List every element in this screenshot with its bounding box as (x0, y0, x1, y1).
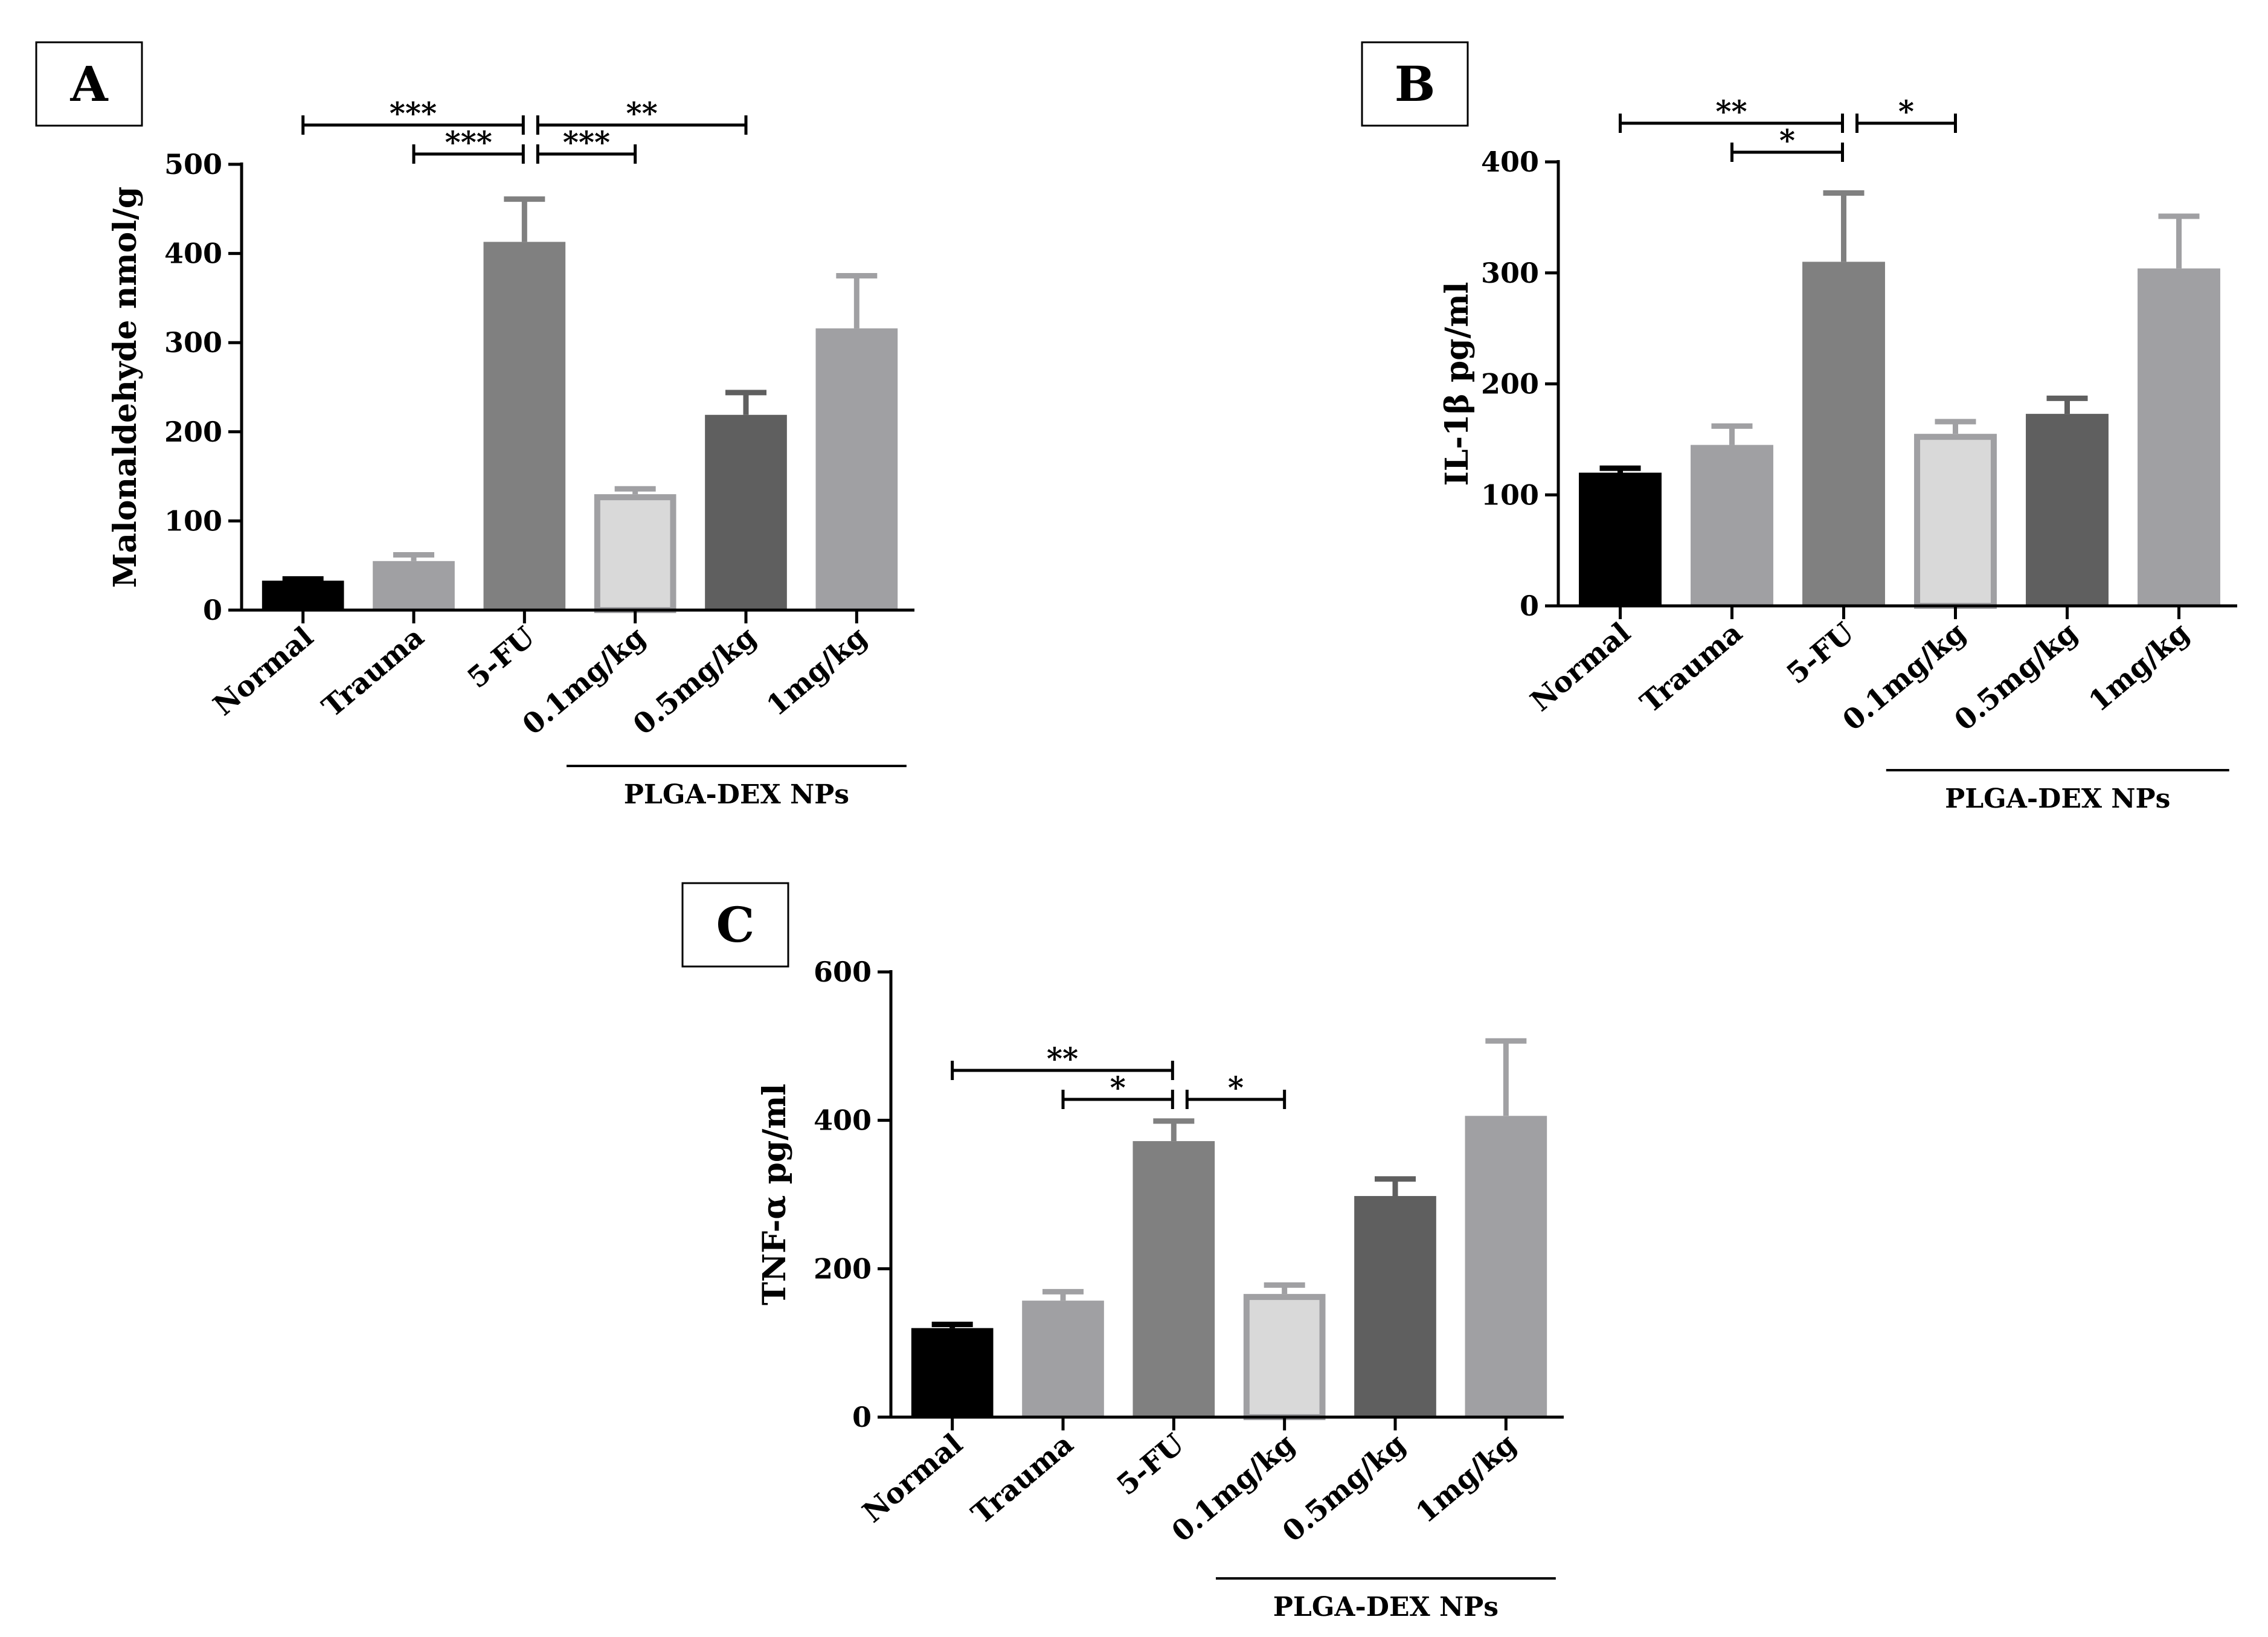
bar (2138, 268, 2220, 606)
x-tick-label: 0.1mg/kg (1166, 1427, 1302, 1549)
sig-stars: * (1110, 1070, 1126, 1105)
sig-stars: ** (1047, 1041, 1078, 1076)
sig-stars: * (1779, 123, 1795, 158)
y-tick-label: 300 (1481, 257, 1539, 289)
group-label: PLGA-DEX NPs (1945, 783, 2170, 814)
x-tick-label: Normal (856, 1427, 969, 1529)
x-tick-label: 1mg/kg (1410, 1427, 1523, 1529)
x-tick-label: Trauma (316, 620, 430, 724)
sig-stars: * (1228, 1070, 1244, 1105)
panel-label: C (716, 896, 755, 953)
panel-label-box (1361, 41, 1469, 127)
panel-A: A 0 100 200 300 400 500 Malonaldehyde nmol/g Nor… (35, 41, 914, 810)
sig-stars: *** (390, 95, 437, 131)
x-tick-label: 0.5mg/kg (1948, 616, 2084, 738)
bar (594, 494, 676, 613)
group-label: PLGA-DEX NPs (624, 779, 849, 810)
bar (911, 1328, 994, 1417)
x-tick-label: Normal (1524, 616, 1637, 718)
bar (1243, 1294, 1326, 1421)
sig-stars: ** (1715, 94, 1747, 129)
bar (705, 414, 787, 610)
y-tick-label: 0 (852, 1401, 872, 1433)
x-tick-label: Normal (207, 620, 320, 722)
y-tick-label: 600 (814, 956, 872, 988)
bar (1465, 1116, 1547, 1417)
bar (262, 581, 344, 610)
x-tick-label: Trauma (1634, 616, 1749, 719)
bar (373, 561, 455, 610)
y-tick-label: 300 (164, 326, 222, 359)
y-tick-label: 100 (164, 504, 222, 537)
sig-stars: * (1898, 94, 1914, 129)
bar (1691, 445, 1773, 606)
y-axis-label: Malonaldehyde nmol/g (107, 187, 144, 588)
bar (1354, 1195, 1436, 1417)
bar (1802, 262, 1885, 606)
x-tick-label: Trauma (965, 1427, 1079, 1531)
y-axis-label: IL-1β pg/ml (1439, 282, 1476, 486)
y-tick-label: 200 (164, 416, 222, 448)
y-axis-label: TNF-α pg/ml (756, 1084, 793, 1305)
bar (2026, 414, 2109, 606)
y-tick-label: 400 (164, 237, 222, 270)
bar (1579, 472, 1662, 606)
panel-label-box (35, 41, 143, 127)
y-tick-label: 200 (1481, 368, 1539, 400)
y-tick-label: 200 (814, 1252, 872, 1285)
bar (1914, 434, 1997, 609)
y-tick-label: 400 (1481, 146, 1539, 178)
panel-label: A (69, 56, 108, 112)
panel-label-box (681, 882, 789, 968)
x-tick-label: 5-FU (1781, 616, 1860, 690)
sig-stars: *** (563, 124, 610, 160)
bar (815, 328, 898, 610)
bar (483, 242, 566, 610)
sig-stars: ** (626, 95, 658, 131)
y-tick-label: 400 (814, 1104, 872, 1137)
x-tick-label: 0.1mg/kg (516, 620, 652, 742)
group-label: PLGA-DEX NPs (1273, 1592, 1499, 1623)
x-tick-label: 1mg/kg (2083, 616, 2196, 718)
x-tick-label: 1mg/kg (760, 620, 873, 722)
x-tick-label: 0.5mg/kg (1276, 1427, 1412, 1549)
y-tick-label: 0 (203, 594, 222, 626)
sig-stars: *** (445, 124, 492, 160)
x-tick-label: 5-FU (461, 620, 541, 695)
y-tick-label: 500 (164, 148, 222, 181)
y-tick-label: 0 (1520, 590, 1539, 622)
bar (1022, 1301, 1104, 1417)
bar (1132, 1141, 1215, 1417)
panel-label: B (1395, 56, 1436, 112)
x-tick-label: 0.1mg/kg (1837, 616, 1973, 738)
x-tick-label: 0.5mg/kg (627, 620, 763, 742)
y-tick-label: 100 (1481, 478, 1539, 511)
x-tick-label: 5-FU (1111, 1427, 1190, 1502)
